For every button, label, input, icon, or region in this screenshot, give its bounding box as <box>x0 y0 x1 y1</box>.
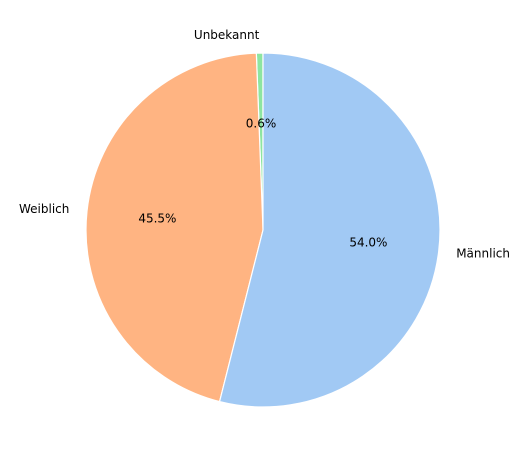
percent-label-mannlich: 54.0% <box>349 236 387 250</box>
category-label-weiblich: Weiblich <box>19 202 69 216</box>
percent-label-unbekannt: 0.6% <box>246 116 277 130</box>
pie-slices <box>85 52 441 408</box>
percent-label-weiblich: 45.5% <box>138 211 176 225</box>
pie-slice-mannlich <box>218 52 441 408</box>
category-label-mannlich: Männlich <box>456 247 510 261</box>
pie-slice-weiblich <box>85 52 264 403</box>
pie-labels: Unbekannt 0.6% Weiblich 45.5% Männlich 54.0% <box>19 28 510 261</box>
category-label-unbekannt: Unbekannt <box>194 28 260 42</box>
